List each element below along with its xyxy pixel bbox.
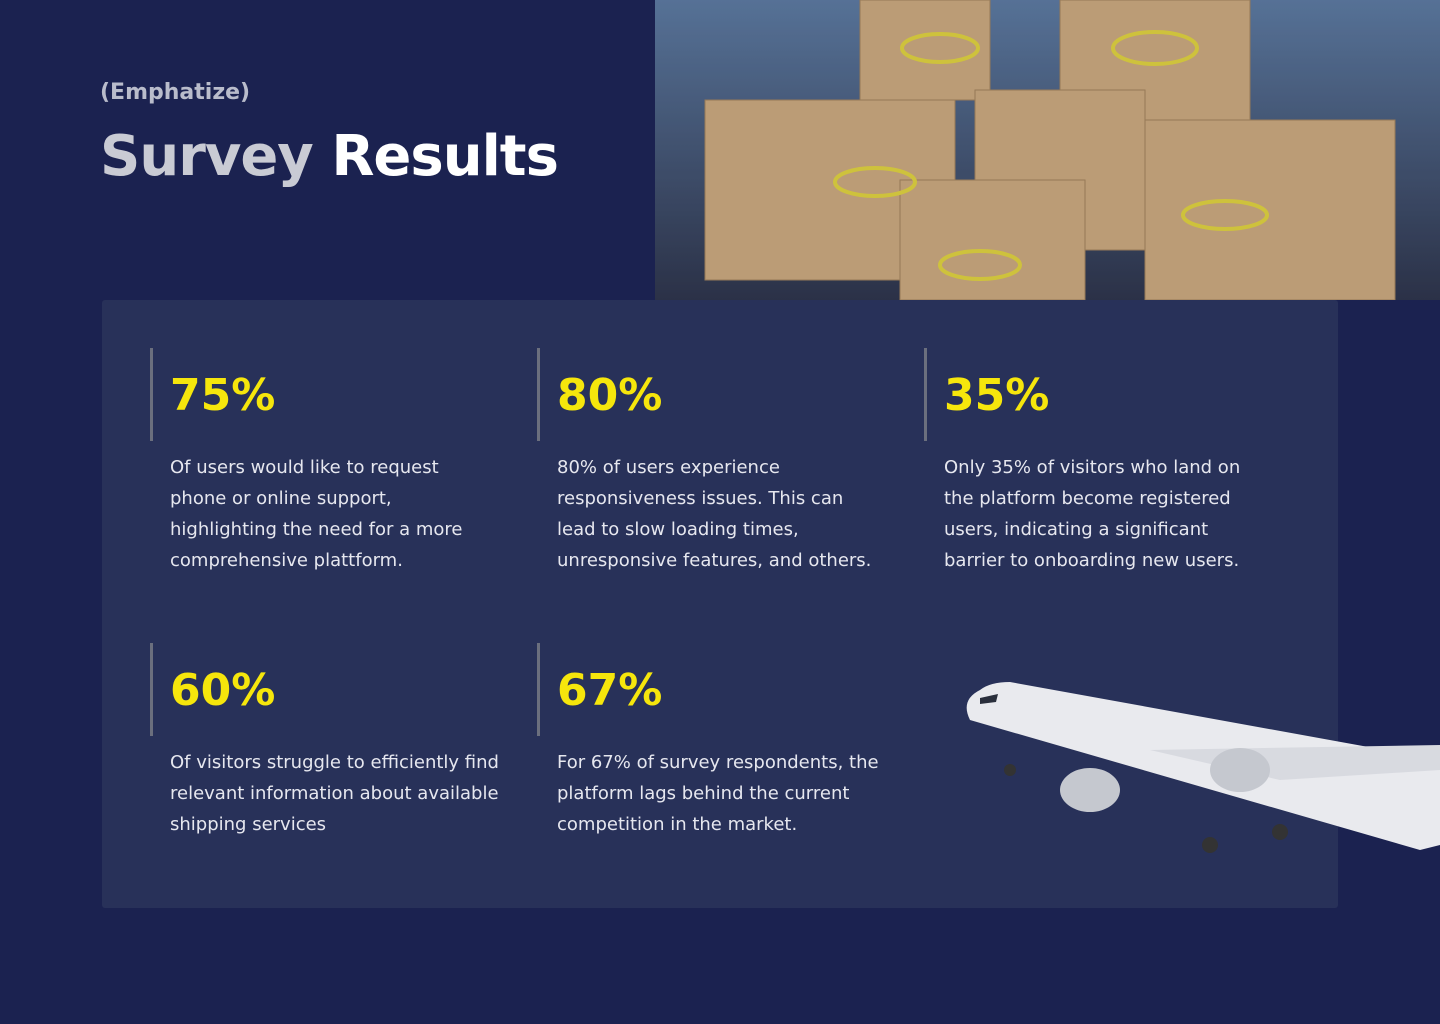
stat-divider — [537, 348, 540, 441]
stat-description: 80% of users experience responsiveness i… — [557, 457, 872, 571]
airplane — [966, 682, 1440, 853]
stat-value: 75% — [170, 370, 276, 421]
stat-divider — [150, 643, 153, 736]
stat-description: Of visitors struggle to efficiently find… — [170, 752, 499, 835]
stat-divider — [537, 643, 540, 736]
stat-description: Of users would like to request phone or … — [170, 457, 463, 571]
stat-divider — [150, 348, 153, 441]
title: Survey Results — [100, 124, 559, 189]
title-second: Results — [331, 124, 559, 189]
stat-divider — [924, 348, 927, 441]
eyebrow: (Emphatize) — [100, 80, 251, 105]
stat-value: 60% — [170, 665, 276, 716]
stat-value: 67% — [557, 665, 663, 716]
stat-description: For 67% of survey respondents, the platf… — [557, 752, 879, 835]
stat-value: 80% — [557, 370, 663, 421]
title-first: Survey — [100, 124, 314, 189]
boxes-photo — [655, 0, 1440, 300]
stat-description: Only 35% of visitors who land on the pla… — [944, 457, 1241, 571]
stat-value: 35% — [944, 370, 1050, 421]
stats-card — [102, 300, 1338, 908]
